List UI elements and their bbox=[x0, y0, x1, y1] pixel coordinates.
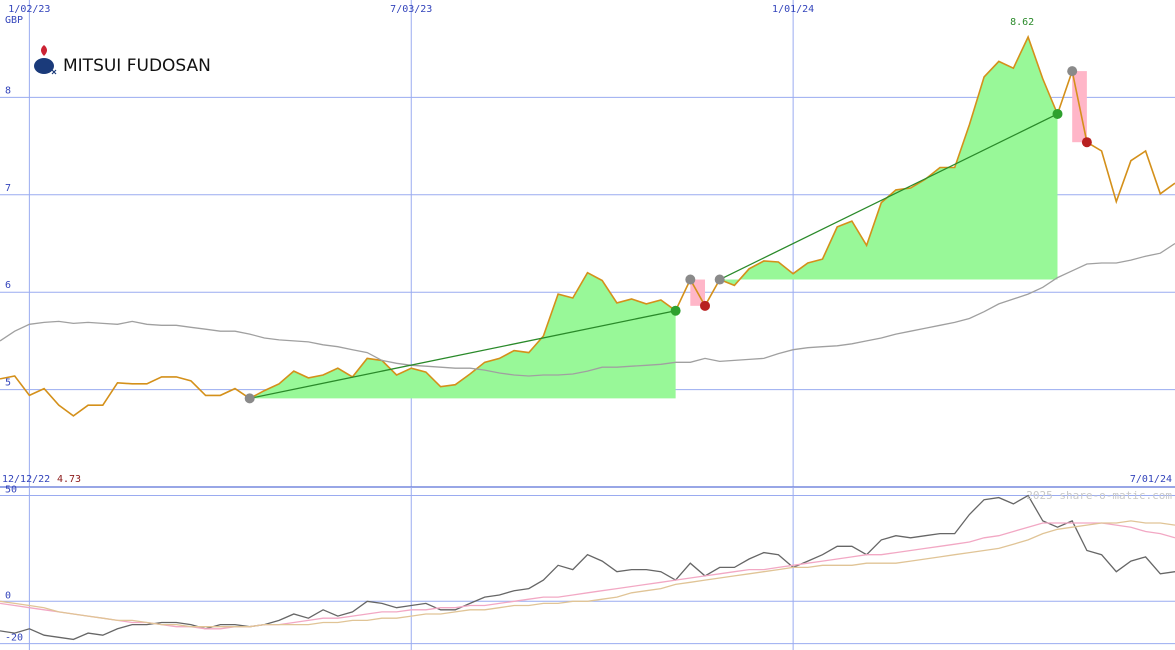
exit-marker bbox=[670, 305, 681, 316]
exit-marker bbox=[1081, 137, 1092, 148]
watermark: 2025 share-o-matic.com bbox=[1026, 489, 1172, 502]
entry-marker bbox=[685, 274, 696, 285]
panel: 50 0 -20 bbox=[0, 484, 1175, 650]
trade-area bbox=[249, 272, 676, 399]
y-tick-label: 5 bbox=[5, 378, 11, 389]
y-tick-label: 0 bbox=[5, 590, 11, 601]
trade-area bbox=[719, 37, 1058, 286]
exit-marker bbox=[700, 300, 710, 311]
x-tick-label: 1/02/23 bbox=[8, 4, 50, 15]
panel: 1/02/23 7/03/23 1/01/24 5 6 7 8 8.62 12/12/22 4.7… bbox=[0, 0, 1175, 488]
range-start: 12/12/22 bbox=[2, 474, 50, 485]
y-tick-label: -20 bbox=[5, 633, 23, 644]
min-label: 4.73 bbox=[57, 474, 81, 485]
trade-line bbox=[719, 113, 1058, 281]
entry-marker bbox=[1067, 66, 1078, 77]
series-line bbox=[0, 242, 1175, 377]
entry-marker bbox=[714, 274, 725, 285]
trade-line bbox=[249, 310, 676, 400]
x-tick-label: 1/01/24 bbox=[772, 4, 814, 15]
logo-text: MITSUI FUDOSAN bbox=[63, 56, 211, 76]
unit-label: GBP bbox=[5, 15, 23, 26]
series-line bbox=[0, 494, 1175, 641]
range-end: 7/01/24 bbox=[1130, 474, 1172, 485]
y-tick-label: 50 bbox=[5, 484, 17, 495]
exit-marker bbox=[1052, 108, 1063, 119]
y-tick-label: 6 bbox=[5, 280, 11, 291]
y-tick-label: 8 bbox=[5, 85, 11, 96]
series-line bbox=[0, 34, 1175, 417]
max-label: 8.62 bbox=[1010, 17, 1034, 28]
x-tick-label: 7/03/23 bbox=[390, 4, 432, 15]
y-tick-label: 7 bbox=[5, 183, 11, 194]
logo-icon bbox=[34, 45, 57, 75]
series-line bbox=[0, 520, 1175, 628]
entry-marker bbox=[244, 393, 255, 404]
series-line bbox=[0, 522, 1175, 630]
